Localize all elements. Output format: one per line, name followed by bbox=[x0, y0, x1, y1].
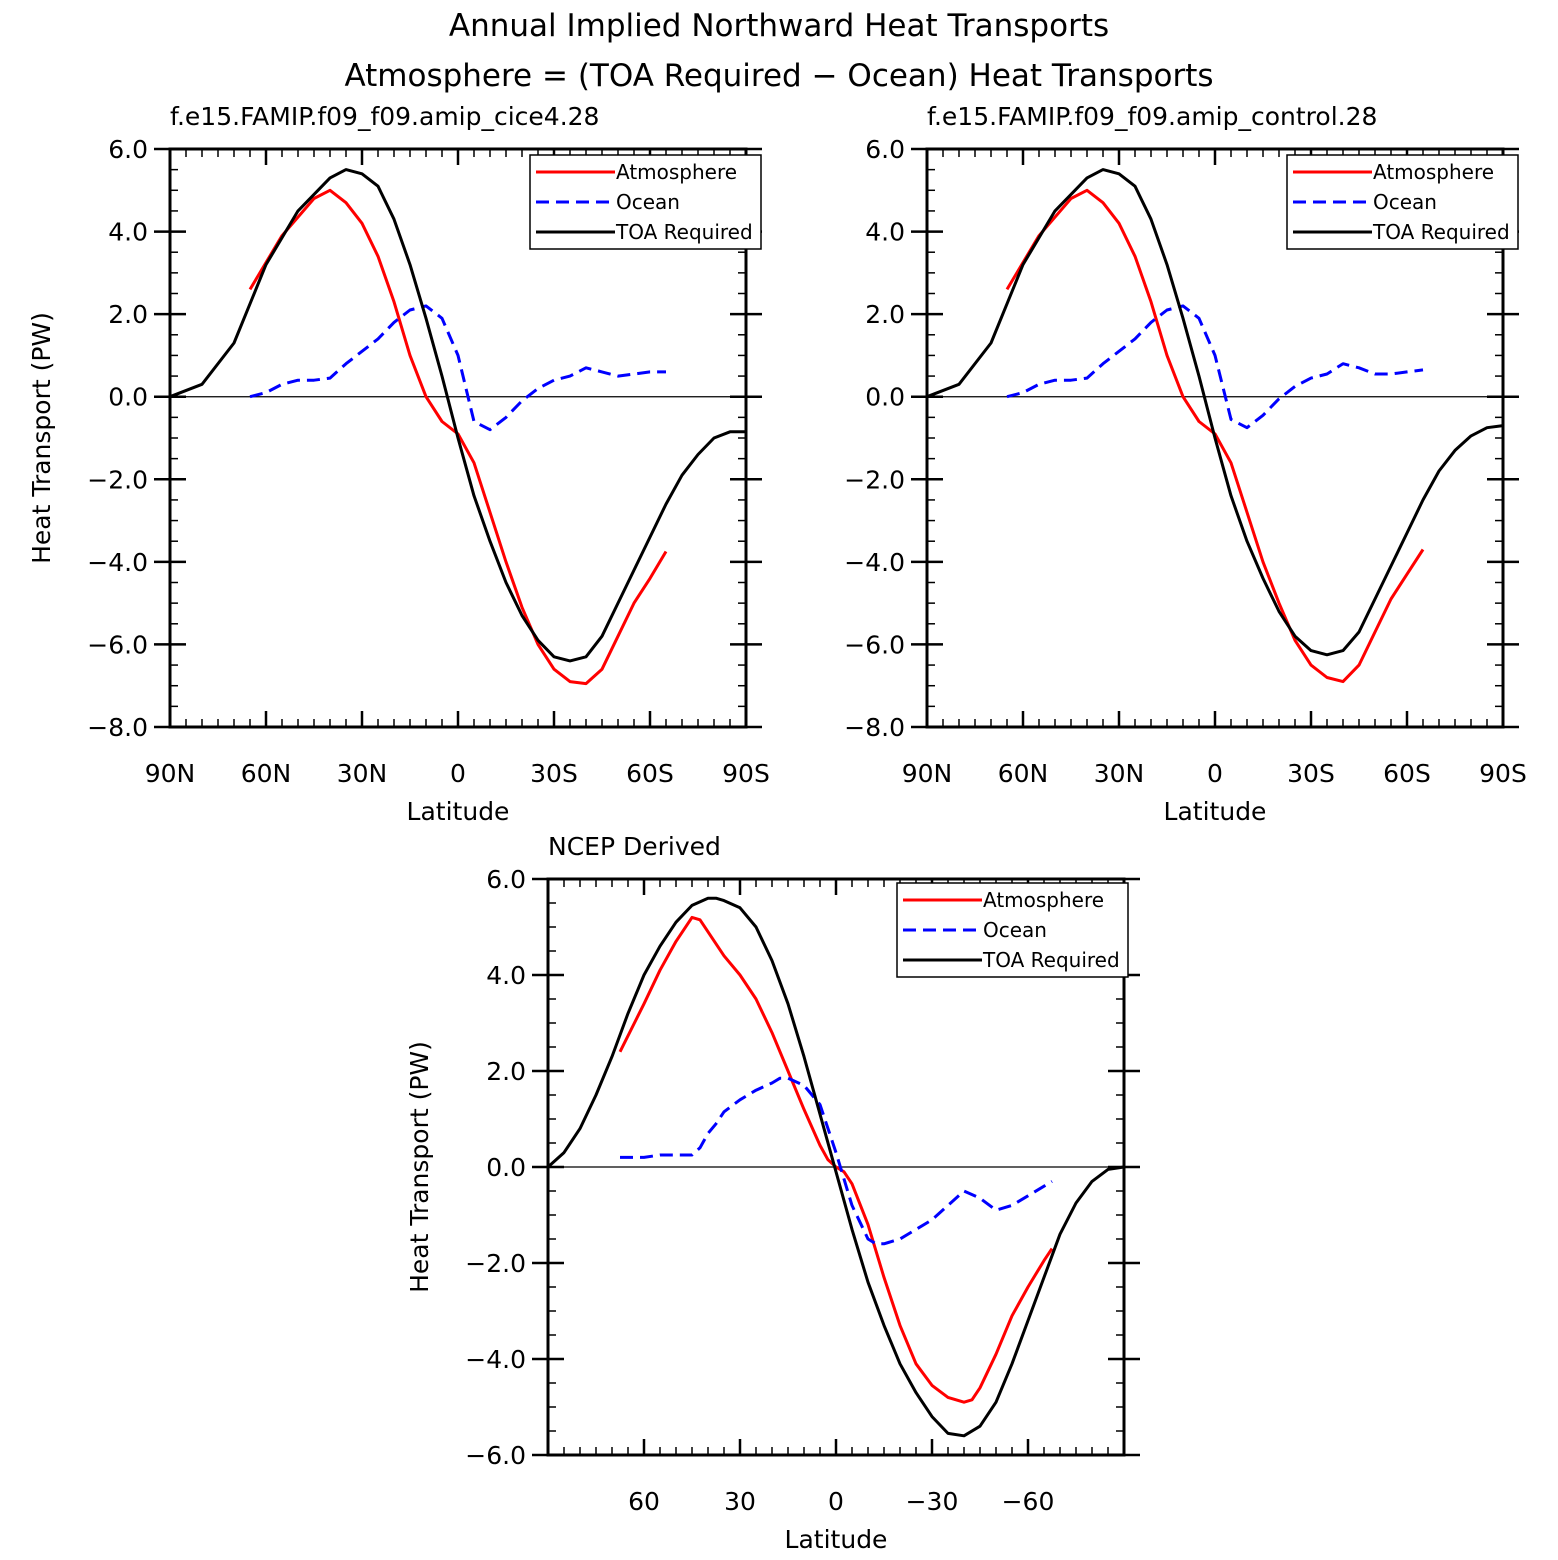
x-axis-label: Latitude bbox=[785, 1525, 888, 1554]
y-tick-label: 0.0 bbox=[486, 1153, 526, 1182]
legend-label: TOA Required bbox=[982, 948, 1120, 972]
x-tick-label: 90S bbox=[1479, 759, 1527, 788]
chart-panel-control: f.e15.FAMIP.f09_f09.amip_control.28 90N 60… bbox=[844, 102, 1527, 826]
y-tick-label: 2.0 bbox=[486, 1057, 526, 1086]
panel-title: NCEP Derived bbox=[548, 832, 721, 861]
figure-title-line-2: Atmosphere = (TOA Required − Ocean) Heat… bbox=[344, 58, 1213, 94]
y-tick-label: −6.0 bbox=[465, 1441, 526, 1470]
x-tick-label: 60S bbox=[1383, 759, 1431, 788]
y-tick-label: 6.0 bbox=[108, 135, 148, 164]
y-tick-label: −2.0 bbox=[844, 465, 905, 494]
chart-panel-cice4: f.e15.FAMIP.f09_f09.amip_cice4.28 90N 60N 3… bbox=[27, 102, 770, 826]
series-line-toa-required bbox=[926, 168, 1504, 657]
x-tick-label: 90N bbox=[902, 759, 953, 788]
panel-title: f.e15.FAMIP.f09_f09.amip_control.28 bbox=[927, 102, 1377, 131]
legend-label: Ocean bbox=[1373, 190, 1437, 214]
y-tick-label: −8.0 bbox=[844, 713, 905, 742]
y-tick-label: 6.0 bbox=[486, 865, 526, 894]
x-tick-label: 60N bbox=[998, 759, 1049, 788]
x-tick-label: 0 bbox=[1207, 759, 1223, 788]
x-tick-label: 0 bbox=[450, 759, 466, 788]
y-axis-label: Heat Transport (PW) bbox=[27, 312, 56, 564]
y-tick-label: −4.0 bbox=[87, 548, 148, 577]
x-tick-label: 60S bbox=[626, 759, 674, 788]
x-tick-label: 30S bbox=[1287, 759, 1335, 788]
y-tick-label: 0.0 bbox=[865, 383, 905, 412]
series-line-ocean bbox=[1006, 304, 1424, 430]
legend-label: Atmosphere bbox=[616, 160, 737, 184]
x-tick-label: 90N bbox=[145, 759, 196, 788]
x-tick-label: 30N bbox=[1094, 759, 1145, 788]
panel-title: f.e15.FAMIP.f09_f09.amip_cice4.28 bbox=[170, 102, 599, 131]
y-tick-label: −2.0 bbox=[465, 1249, 526, 1278]
x-tick-label: −30 bbox=[906, 1487, 959, 1516]
y-tick-label: −4.0 bbox=[844, 548, 905, 577]
x-tick-label: 90S bbox=[722, 759, 770, 788]
y-tick-label: 4.0 bbox=[486, 961, 526, 990]
y-tick-label: 2.0 bbox=[865, 300, 905, 329]
y-tick-label: 2.0 bbox=[108, 300, 148, 329]
y-tick-label: −4.0 bbox=[465, 1345, 526, 1374]
x-tick-label: 60 bbox=[628, 1487, 660, 1516]
y-tick-label: −6.0 bbox=[87, 630, 148, 659]
x-axis-label: Latitude bbox=[1164, 797, 1267, 826]
series-line-atmosphere bbox=[248, 188, 668, 686]
series-line-atmosphere bbox=[1005, 188, 1425, 684]
y-tick-label: 6.0 bbox=[865, 135, 905, 164]
series-line-toa-required bbox=[546, 896, 1125, 1438]
series-line-ocean bbox=[620, 1076, 1053, 1246]
legend-label: Atmosphere bbox=[1373, 160, 1494, 184]
legend-label: Atmosphere bbox=[983, 888, 1104, 912]
x-tick-label: 0 bbox=[828, 1487, 844, 1516]
y-tick-label: −8.0 bbox=[87, 713, 148, 742]
y-tick-label: −6.0 bbox=[844, 630, 905, 659]
y-tick-label: 0.0 bbox=[108, 383, 148, 412]
chart-panel-ncep: NCEP Derived 60 30 0 −30 −60 6.0 4.0 2.0 0.0 −2.0 −… bbox=[405, 832, 1140, 1554]
x-axis-label: Latitude bbox=[407, 797, 510, 826]
legend-label: Ocean bbox=[983, 918, 1047, 942]
x-tick-label: 30S bbox=[530, 759, 578, 788]
y-tick-label: 4.0 bbox=[865, 218, 905, 247]
x-tick-label: 60N bbox=[241, 759, 292, 788]
y-tick-label: −2.0 bbox=[87, 465, 148, 494]
legend-label: TOA Required bbox=[615, 220, 753, 244]
figure-title-line-1: Annual Implied Northward Heat Transports bbox=[449, 8, 1109, 44]
series-line-toa-required bbox=[169, 168, 746, 663]
legend-label: TOA Required bbox=[1372, 220, 1510, 244]
series-line-atmosphere bbox=[618, 915, 1054, 1404]
y-axis-label: Heat Transport (PW) bbox=[405, 1041, 434, 1293]
series-line-ocean bbox=[249, 304, 666, 432]
x-tick-label: 30 bbox=[724, 1487, 756, 1516]
x-tick-label: −60 bbox=[1002, 1487, 1055, 1516]
legend-label: Ocean bbox=[616, 190, 680, 214]
x-tick-label: 30N bbox=[337, 759, 388, 788]
y-tick-label: 4.0 bbox=[108, 218, 148, 247]
